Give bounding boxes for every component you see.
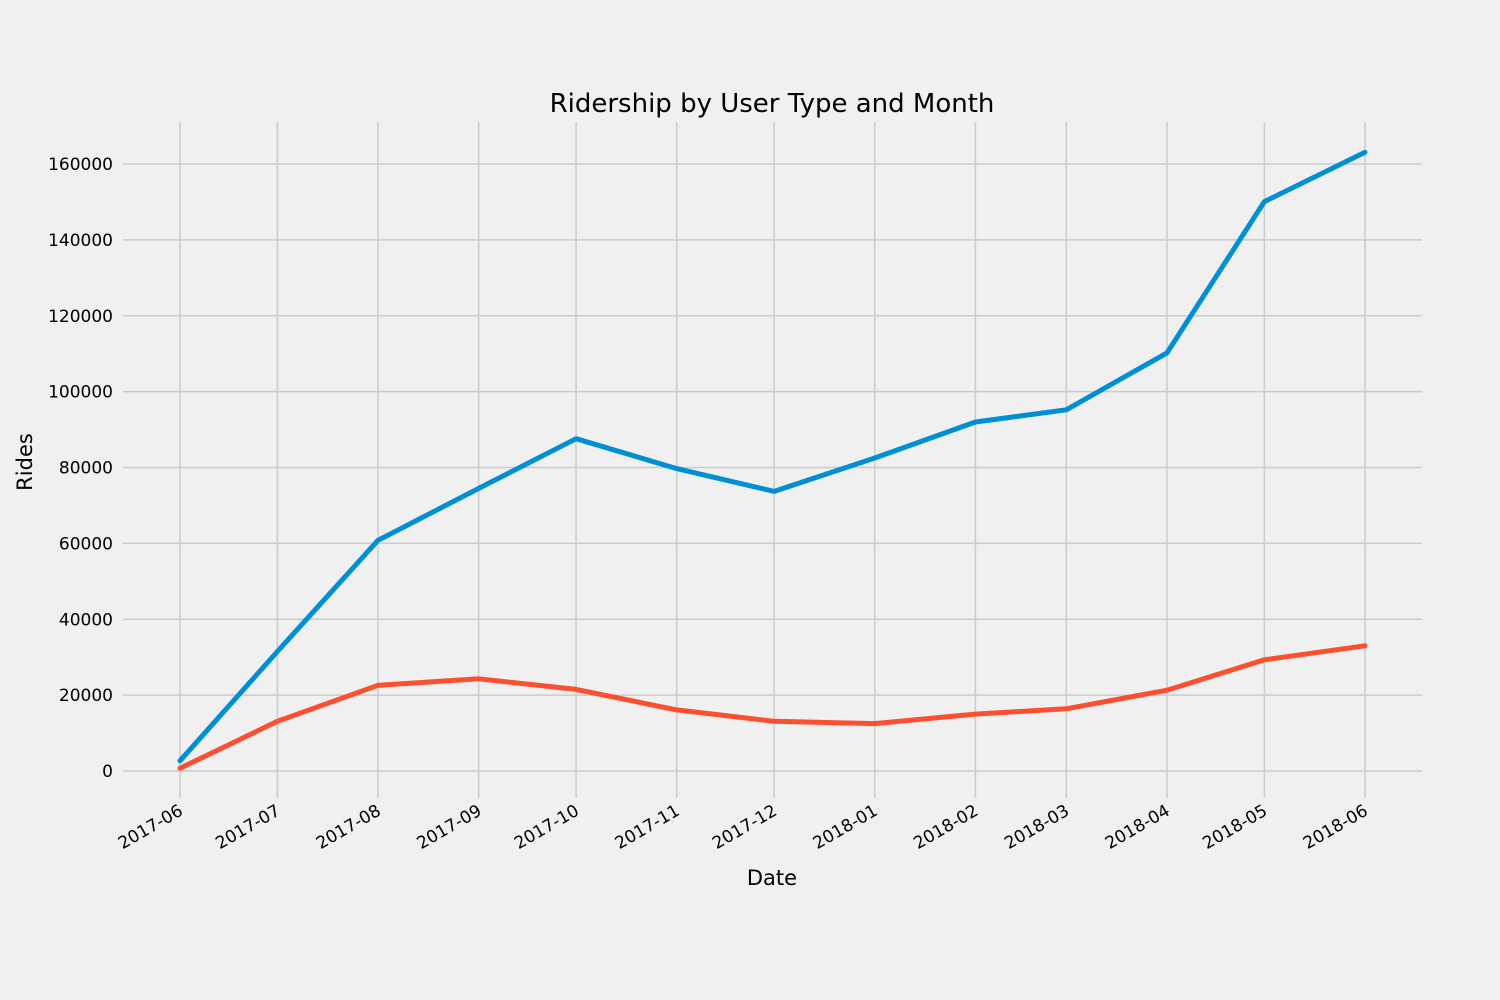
x-tick-label: 2017-08 (313, 801, 385, 854)
y-tick-label: 160000 (48, 155, 113, 175)
x-tick-label: 2017-06 (115, 801, 187, 854)
y-tick-label: 100000 (48, 383, 113, 403)
series-lines (177, 149, 1368, 771)
y-tick-label: 40000 (59, 610, 113, 630)
y-tick-label: 120000 (48, 307, 113, 327)
x-tick-label: 2018-03 (1001, 801, 1073, 854)
grid (123, 122, 1422, 798)
x-tick-label: 2018-05 (1199, 801, 1271, 854)
y-tick-label: 140000 (48, 231, 113, 251)
x-tick-label: 2017-12 (709, 801, 781, 854)
x-tick-label: 2017-09 (414, 801, 486, 854)
x-tick-label: 2018-06 (1300, 801, 1372, 854)
x-tick-label: 2018-02 (910, 801, 982, 854)
series-line-2 (177, 643, 1368, 771)
y-tick-label: 0 (102, 762, 113, 782)
x-tick-label: 2017-11 (612, 801, 684, 854)
x-tick-label: 2018-04 (1102, 801, 1174, 854)
x-tick-label: 2018-01 (810, 801, 882, 854)
x-axis-label: Date (747, 866, 797, 890)
x-tick-label: 2017-10 (511, 801, 583, 854)
y-tick-label: 20000 (59, 686, 113, 706)
y-tick-label: 80000 (59, 459, 113, 479)
y-tick-label: 60000 (59, 534, 113, 554)
series-line-1 (177, 149, 1368, 764)
x-tick-label: 2017-07 (212, 801, 284, 854)
chart-title: Ridership by User Type and Month (550, 89, 995, 119)
y-axis-label: Rides (13, 433, 37, 491)
tick-labels: 0 20000 40000 60000 80000 100000 120000 140000 1… (48, 155, 1371, 854)
